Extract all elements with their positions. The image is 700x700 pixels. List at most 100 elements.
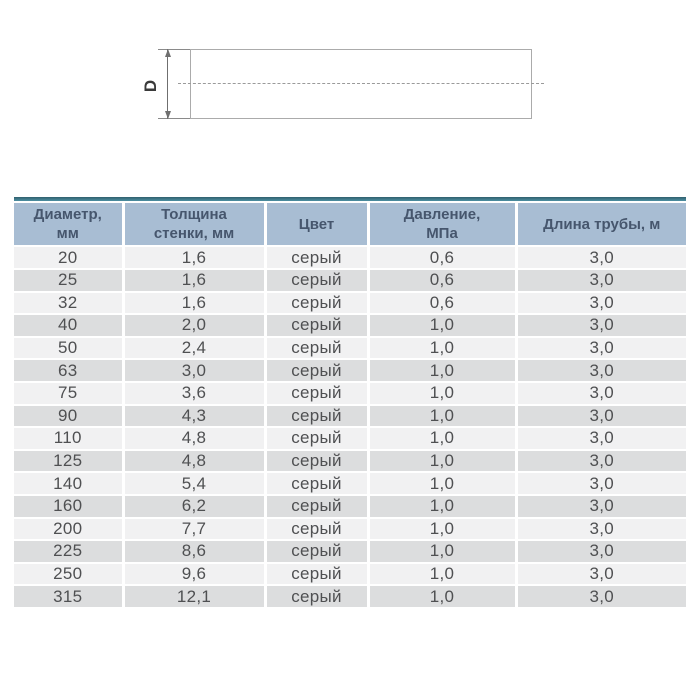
table-cell: 0,6 <box>368 246 518 270</box>
table-cell: серый <box>265 494 370 519</box>
table-cell: 1,6 <box>123 291 267 316</box>
table-body: 20 1,6 серый 0,6 3,0 25 1,6 серый 0,6 3,0 32 1,6 сер… <box>14 246 686 609</box>
table-cell: 1,0 <box>368 404 518 429</box>
table-cell: 0,6 <box>368 291 518 316</box>
table-cell: 3,6 <box>123 381 267 406</box>
table-cell: 200 <box>14 517 125 542</box>
header-line: Толщина <box>161 206 227 223</box>
header-line: Длина трубы, м <box>543 215 661 233</box>
pipe-outline <box>190 49 532 119</box>
table-row: 125 4,8 серый 1,0 3,0 <box>14 449 686 474</box>
table-cell: серый <box>265 268 370 293</box>
table-cell: 1,0 <box>368 585 518 609</box>
col-header-diameter: Диаметр, мм <box>14 203 125 248</box>
table-row: 40 2,0 серый 1,0 3,0 <box>14 314 686 338</box>
table-row: 32 1,6 серый 0,6 3,0 <box>14 291 686 316</box>
table-cell: 3,0 <box>516 314 686 338</box>
table-cell: 3,0 <box>516 494 686 519</box>
table-cell: 1,6 <box>123 246 267 270</box>
table-cell: 160 <box>14 494 125 519</box>
extension-line-top <box>158 49 190 50</box>
table-row: 63 3,0 серый 1,0 3,0 <box>14 359 686 383</box>
table-cell: 2,4 <box>123 336 267 361</box>
pipe-diagram: D <box>0 0 700 190</box>
table-cell: серый <box>265 291 370 316</box>
col-header-wall-thickness: Толщина стенки, мм <box>123 203 267 248</box>
table-cell: 3,0 <box>516 336 686 361</box>
table-cell: 1,0 <box>368 381 518 406</box>
col-header-pressure: Давление, МПа <box>368 203 518 248</box>
table-cell: 90 <box>14 404 125 429</box>
table-cell: серый <box>265 562 370 587</box>
table-cell: 3,0 <box>516 291 686 316</box>
table-cell: 1,0 <box>368 449 518 474</box>
table-cell: серый <box>265 449 370 474</box>
table-cell: 3,0 <box>123 359 267 383</box>
table-cell: 110 <box>14 427 125 451</box>
table-row: 200 7,7 серый 1,0 3,0 <box>14 517 686 542</box>
table-cell: 1,0 <box>368 562 518 587</box>
table-cell: 4,8 <box>123 427 267 451</box>
table-cell: 3,0 <box>516 246 686 270</box>
arrow-up-icon <box>164 49 171 57</box>
table-cell: 1,0 <box>368 336 518 361</box>
header-line: мм <box>56 225 79 243</box>
table-row: 225 8,6 серый 1,0 3,0 <box>14 540 686 564</box>
table-cell: 1,6 <box>123 268 267 293</box>
table-cell: 0,6 <box>368 268 518 293</box>
table-cell: серый <box>265 404 370 429</box>
dimension-label: D <box>141 79 160 93</box>
table-cell: серый <box>265 359 370 383</box>
table-cell: 4,3 <box>123 404 267 429</box>
arrow-down-icon <box>164 111 171 119</box>
table-cell: 7,7 <box>123 517 267 542</box>
table-cell: 2,0 <box>123 314 267 338</box>
table-cell: 3,0 <box>516 517 686 542</box>
table-cell: 1,0 <box>368 472 518 496</box>
table-cell: серый <box>265 472 370 496</box>
header-line: Диаметр, <box>33 206 102 223</box>
pipe-spec-table: Диаметр, мм Толщина стенки, мм Цвет Давл… <box>14 197 686 609</box>
table-row: 140 5,4 серый 1,0 3,0 <box>14 472 686 496</box>
table-cell: 6,2 <box>123 494 267 519</box>
table-cell: 3,0 <box>516 359 686 383</box>
table-cell: серый <box>265 540 370 564</box>
table-cell: 3,0 <box>516 449 686 474</box>
table-cell: 3,0 <box>516 404 686 429</box>
table-cell: 1,0 <box>368 517 518 542</box>
table-cell: серый <box>265 427 370 451</box>
header-row: Диаметр, мм Толщина стенки, мм Цвет Давл… <box>14 203 686 248</box>
table-cell: серый <box>265 336 370 361</box>
table-row: 50 2,4 серый 1,0 3,0 <box>14 336 686 361</box>
table-cell: серый <box>265 585 370 609</box>
dimension-line <box>164 49 171 119</box>
table-cell: 140 <box>14 472 125 496</box>
table-top-accent <box>14 197 686 201</box>
table-cell: 3,0 <box>516 427 686 451</box>
table-cell: 32 <box>14 291 125 316</box>
table-cell: 3,0 <box>516 472 686 496</box>
table-cell: 3,0 <box>516 585 686 609</box>
table-row: 20 1,6 серый 0,6 3,0 <box>14 246 686 270</box>
table-cell: 1,0 <box>368 359 518 383</box>
col-header-pipe-length: Длина трубы, м <box>516 203 686 248</box>
table-cell: 125 <box>14 449 125 474</box>
table-cell: серый <box>265 381 370 406</box>
table-cell: 9,6 <box>123 562 267 587</box>
header-line: Цвет <box>298 215 335 233</box>
table-cell: серый <box>265 314 370 338</box>
table-cell: 63 <box>14 359 125 383</box>
table-row: 160 6,2 серый 1,0 3,0 <box>14 494 686 519</box>
table-cell: серый <box>265 246 370 270</box>
table-cell: 225 <box>14 540 125 564</box>
header-line: МПа <box>426 225 458 243</box>
table-cell: 12,1 <box>123 585 267 609</box>
table-cell: 8,6 <box>123 540 267 564</box>
table-cell: 25 <box>14 268 125 293</box>
pipe-centerline <box>178 83 544 84</box>
table-cell: 3,0 <box>516 562 686 587</box>
table-cell: 1,0 <box>368 494 518 519</box>
table-row: 90 4,3 серый 1,0 3,0 <box>14 404 686 429</box>
table-cell: 3,0 <box>516 381 686 406</box>
table-cell: 75 <box>14 381 125 406</box>
